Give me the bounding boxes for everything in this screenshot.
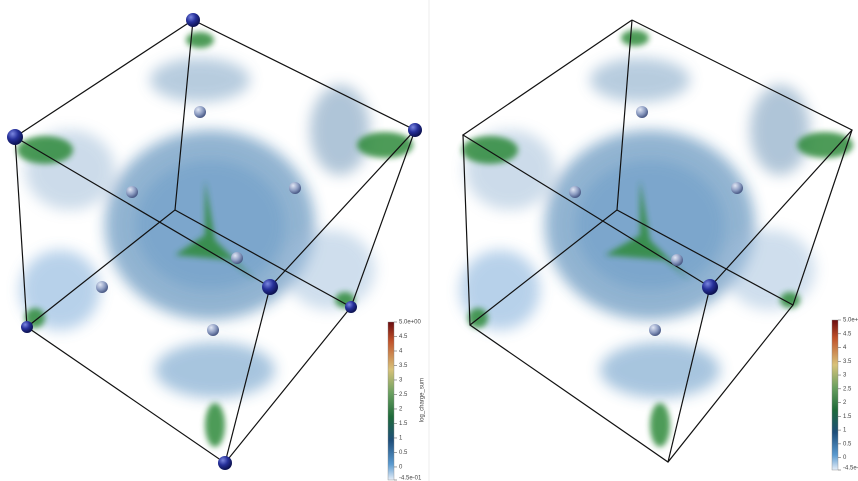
colorbar-tick-label: 0 — [399, 465, 403, 471]
colorbar-tick-label: 4 — [843, 345, 847, 351]
left-view — [7, 13, 422, 470]
colorbar-tick-label: 1 — [399, 436, 403, 442]
colorbar-tick-label: 3 — [399, 378, 403, 384]
colorbar-tick-label: 0.5 — [399, 450, 408, 456]
colorbar-tick-label: 2.5 — [843, 386, 852, 392]
colorbar-tick-label: 4.5 — [843, 331, 852, 337]
colorbar-tick-label: 5.0e+00 — [399, 320, 422, 326]
colorbar-tick-label: 0.5 — [843, 441, 852, 447]
colorbar-tick-label: 1 — [843, 428, 847, 434]
colorbar-tick-label: 1.5 — [843, 414, 852, 420]
colorbar-tick-label: 0 — [843, 455, 847, 461]
colorbar: 5.0e+0 4.5 4 3.5 3 2.5 2 1.5 1 0.5 0 -4.5e-0 — [831, 318, 858, 472]
colorbar-tick-label: 2.5 — [399, 392, 408, 398]
colorbar-tick-label: 4.5 — [399, 334, 408, 340]
colorbar-tick-label: 1.5 — [399, 421, 408, 427]
colorbar-tick-label: 2 — [399, 407, 403, 413]
colorbar-tick-label: -4.5e-01 — [399, 476, 422, 481]
colorbar-tick-label: 3.5 — [399, 363, 408, 369]
colorbar-tick-label: 3 — [843, 373, 847, 379]
colorbar-tick-label: 5.0e+0 — [843, 318, 858, 324]
colorbar-tick-label: 4 — [399, 349, 403, 355]
colorbar: log_charge_sum 5.0e+00 4.5 4 3.5 3 2.5 2 1.5 1 0.… — [387, 320, 426, 481]
colorbar-tick-label: 3.5 — [843, 359, 852, 365]
right-view — [460, 19, 853, 463]
colorbar-title: log_charge_sum — [420, 378, 426, 422]
colorbar-tick-label: -4.5e-0 — [843, 466, 858, 472]
colorbar-tick-label: 2 — [843, 400, 847, 406]
